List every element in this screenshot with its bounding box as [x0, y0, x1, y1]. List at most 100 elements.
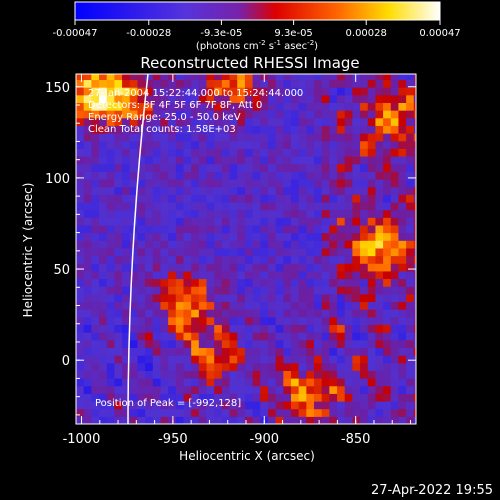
heatmap-cell — [168, 401, 177, 410]
heatmap-cell — [229, 332, 238, 341]
heatmap-cell — [106, 255, 115, 264]
heatmap-cell — [198, 286, 207, 295]
heatmap-cell — [76, 163, 85, 172]
heatmap-cell — [99, 247, 108, 257]
colorbar-tick-label: 0.00047 — [419, 28, 460, 39]
heatmap-cell — [321, 416, 330, 424]
heatmap-cell — [237, 393, 246, 402]
heatmap-cell — [344, 370, 353, 379]
heatmap-cell — [137, 362, 146, 371]
heatmap-cell — [375, 125, 384, 134]
heatmap-cell — [283, 163, 292, 172]
x-tick-label: -850 — [341, 432, 371, 447]
heatmap-cell — [237, 163, 246, 172]
heatmap-cell — [152, 232, 161, 241]
heatmap-cell — [221, 416, 231, 424]
heatmap-cell — [237, 74, 246, 81]
heatmap-cell — [206, 209, 215, 218]
heatmap-cell — [129, 408, 138, 417]
heatmap-cell — [298, 217, 307, 226]
heatmap-cell — [383, 270, 392, 280]
heatmap-cell — [175, 148, 184, 157]
heatmap-cell — [375, 324, 384, 333]
heatmap-cell — [398, 209, 407, 218]
heatmap-cell — [145, 125, 154, 134]
heatmap-cell — [314, 232, 323, 241]
heatmap-cell — [290, 362, 300, 371]
heatmap-cell — [267, 416, 277, 424]
heatmap-cell — [275, 94, 284, 103]
heatmap-cell — [214, 217, 223, 226]
heatmap-cell — [321, 232, 330, 241]
heatmap-cell — [398, 278, 407, 287]
heatmap-cell — [122, 408, 131, 417]
heatmap-cell — [191, 370, 200, 379]
heatmap-cell — [168, 332, 177, 341]
heatmap-cell — [383, 87, 392, 96]
heatmap-cell — [244, 240, 254, 249]
heatmap-cell — [229, 74, 238, 81]
heatmap-cell — [175, 232, 184, 241]
heatmap-cell — [160, 110, 169, 119]
heatmap-cell — [314, 355, 323, 364]
heatmap-cell — [352, 347, 361, 356]
heatmap-cell — [198, 171, 207, 180]
heatmap-cell — [191, 385, 200, 394]
heatmap-cell — [129, 293, 138, 303]
heatmap-cell — [267, 201, 277, 211]
heatmap-cell — [168, 408, 177, 417]
heatmap-cell — [191, 355, 200, 364]
heatmap-cell — [267, 240, 277, 249]
heatmap-cell — [283, 385, 292, 394]
heatmap-cell — [129, 309, 138, 318]
heatmap-cell — [122, 163, 131, 172]
heatmap-cell — [252, 163, 261, 172]
heatmap-cell — [122, 332, 131, 341]
heatmap-cell — [145, 110, 154, 119]
heatmap-cell — [145, 133, 154, 142]
heatmap-cell — [244, 309, 254, 318]
heatmap-cell — [321, 201, 330, 211]
heatmap-cell — [398, 293, 407, 303]
heatmap-cell — [191, 224, 200, 234]
heatmap-cell — [352, 416, 361, 424]
heatmap-cell — [367, 324, 376, 333]
heatmap-cell — [221, 240, 231, 249]
heatmap-cell — [229, 156, 238, 165]
heatmap-cell — [214, 240, 223, 249]
heatmap-cell — [91, 224, 100, 234]
heatmap-cell — [390, 217, 399, 226]
heatmap-cell — [352, 401, 361, 410]
heatmap-cell — [99, 263, 108, 272]
heatmap-cell — [129, 87, 138, 96]
heatmap-cell — [260, 201, 269, 211]
heatmap-cell — [413, 240, 416, 249]
heatmap-cell — [337, 117, 346, 126]
heatmap-cell — [214, 393, 223, 402]
heatmap-cell — [306, 110, 315, 119]
heatmap-cell — [152, 102, 161, 111]
heatmap-cell — [198, 102, 207, 111]
heatmap-cell — [329, 87, 338, 96]
heatmap-cell — [383, 263, 392, 272]
heatmap-cell — [344, 117, 353, 126]
heatmap-cell — [83, 156, 92, 165]
heatmap-cell — [298, 224, 307, 234]
heatmap-cell — [290, 255, 300, 264]
heatmap-cell — [290, 316, 300, 326]
heatmap-cell — [375, 347, 384, 356]
heatmap-cell — [306, 401, 315, 410]
heatmap-cell — [129, 140, 138, 149]
heatmap-cell — [168, 110, 177, 119]
heatmap-cell — [406, 224, 415, 234]
heatmap-cell — [367, 156, 376, 165]
heatmap-cell — [122, 378, 131, 387]
heatmap-cell — [306, 332, 315, 341]
heatmap-cell — [344, 240, 353, 249]
heatmap-cell — [122, 217, 131, 226]
heatmap-cell — [367, 140, 376, 149]
heatmap-cell — [175, 163, 184, 172]
heatmap-cell — [106, 286, 115, 295]
heatmap-cell — [244, 278, 254, 287]
heatmap-cell — [344, 385, 353, 394]
